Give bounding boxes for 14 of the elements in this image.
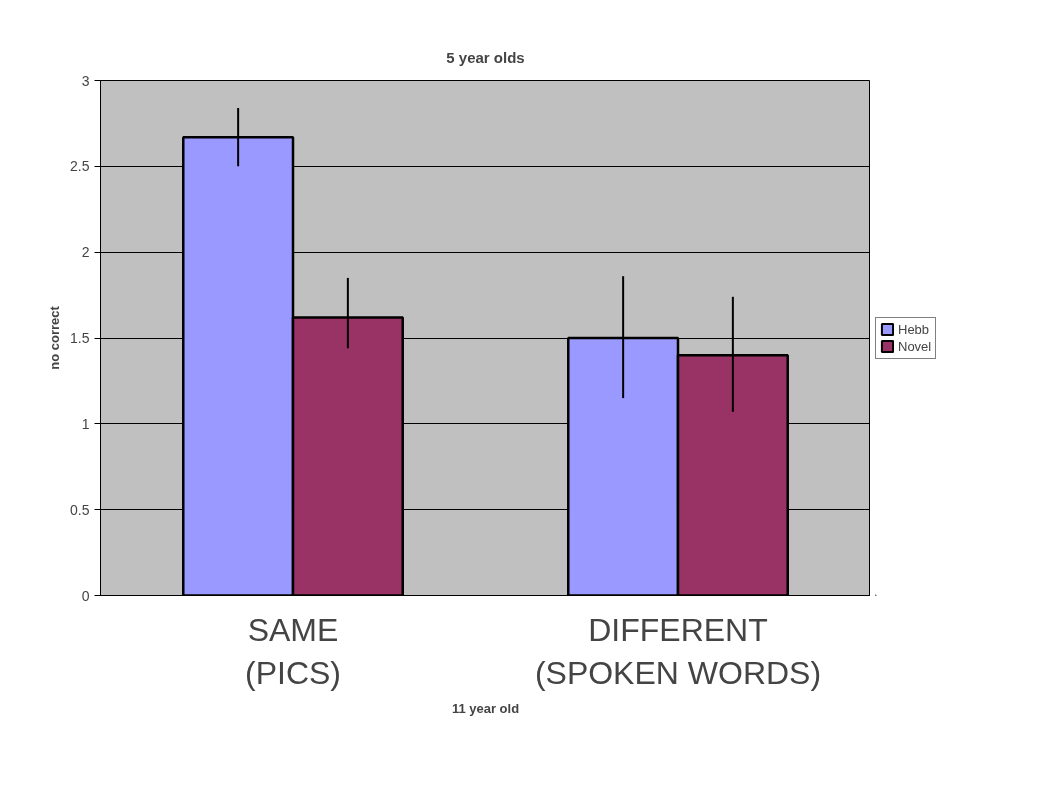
chart-title: 5 year olds [446, 48, 525, 66]
legend-label: Hebb [898, 321, 930, 337]
y-tick-label: 0.5 [70, 501, 90, 518]
y-tick-label: 2.5 [70, 158, 90, 175]
y-tick-label: 2 [81, 244, 90, 261]
x-tick-label: DIFFERENT (SPOKEN WORDS) [534, 611, 822, 691]
y-axis-title: no correct [47, 305, 63, 370]
y-tick-label: 1 [81, 415, 90, 432]
y-tick-label: 3 [81, 72, 90, 89]
legend-label: Novel [898, 338, 932, 354]
text: 11 year old [451, 700, 520, 716]
y-tick-label: 0 [81, 587, 90, 604]
x-tick-label: SAME (PICS) [245, 611, 341, 691]
y-tick-label: 1.5 [70, 330, 90, 346]
